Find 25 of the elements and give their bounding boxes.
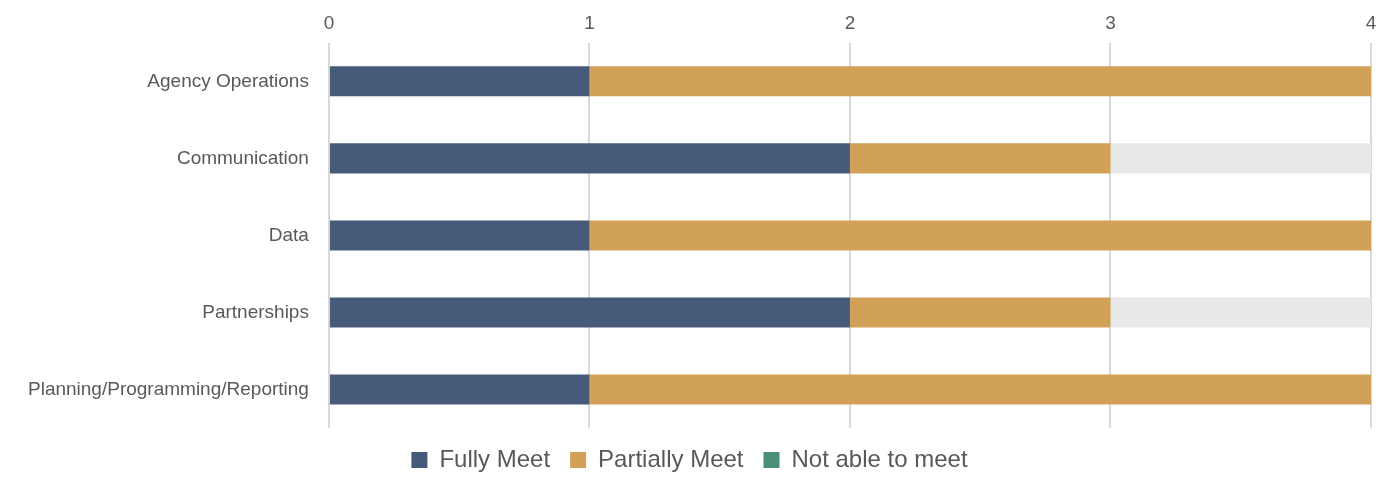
bar: [589, 374, 1371, 405]
bar: [329, 297, 850, 328]
y-tick-label: Data: [268, 223, 310, 245]
y-tick-label: Planning/Programming/Reporting: [27, 377, 309, 399]
legend-label: Partially Meet: [598, 444, 744, 472]
y-tick-label: Communication: [176, 146, 309, 168]
x-tick-label: 2: [844, 11, 856, 33]
bar: [1110, 297, 1371, 328]
bar: [849, 143, 1111, 174]
legend-label: Not able to meet: [791, 444, 968, 472]
bar: [589, 220, 1371, 251]
bar: [329, 143, 850, 174]
bar: [1110, 143, 1371, 174]
x-tick-label: 3: [1105, 11, 1116, 33]
x-tick-label: 4: [1365, 11, 1377, 33]
y-tick-label: Partnerships: [202, 300, 309, 322]
bar: [329, 220, 590, 251]
bar: [589, 66, 1371, 97]
x-tick-label: 1: [584, 11, 595, 33]
legend-label: Fully Meet: [439, 444, 551, 472]
bar: [329, 66, 590, 97]
bar: [329, 374, 590, 405]
bar: [849, 297, 1111, 328]
y-tick-label: Agency Operations: [147, 69, 309, 91]
x-tick-label: 0: [323, 11, 335, 33]
